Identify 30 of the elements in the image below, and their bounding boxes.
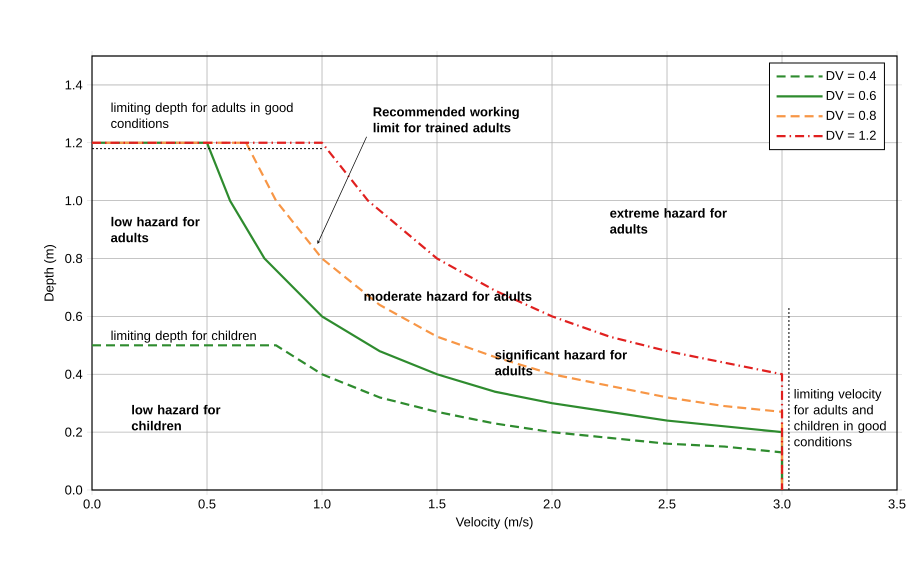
annotation: limiting depth for adults in good conditions bbox=[111, 102, 293, 128]
annotation: low hazard for children bbox=[132, 404, 220, 430]
x-tick-label: 2.0 bbox=[544, 499, 561, 509]
annotation: significant hazard for adults bbox=[495, 350, 627, 376]
legend-label: DV = 0.6 bbox=[826, 90, 876, 100]
x-tick-label: 1.0 bbox=[314, 499, 331, 509]
y-tick-label: 0.8 bbox=[65, 254, 82, 264]
x-tick-label: 0.5 bbox=[198, 499, 216, 509]
x-tick-label: 2.5 bbox=[658, 499, 676, 509]
annotation: limiting velocity for adults and children in good conditions bbox=[794, 388, 886, 446]
annotation: limiting depth for children bbox=[111, 330, 256, 343]
y-tick-label: 0.4 bbox=[65, 370, 82, 379]
legend-label: DV = 1.2 bbox=[826, 130, 876, 140]
y-axis-title: Depth (m) bbox=[44, 245, 56, 301]
x-tick-label: 3.5 bbox=[888, 499, 906, 509]
legend-label: DV = 0.4 bbox=[826, 70, 876, 80]
x-tick-label: 3.0 bbox=[774, 499, 791, 509]
y-tick-label: 0.6 bbox=[65, 312, 82, 321]
y-tick-label: 1.4 bbox=[66, 80, 82, 90]
y-tick-label: 1.2 bbox=[66, 138, 82, 148]
annotation: low hazard for adults bbox=[110, 216, 200, 242]
x-axis-title: Velocity (m/s) bbox=[456, 517, 533, 530]
y-tick-label: 0.0 bbox=[65, 485, 82, 495]
legend-label: DV = 0.8 bbox=[826, 110, 876, 120]
x-tick-label: 0.0 bbox=[84, 499, 101, 509]
y-tick-label: 1.0 bbox=[66, 196, 82, 206]
annotation: extreme hazard for adults bbox=[610, 208, 727, 234]
y-tick-label: 0.2 bbox=[65, 428, 82, 437]
annotation: Recommended working limit for trained adults bbox=[374, 106, 519, 132]
x-tick-label: 1.5 bbox=[428, 499, 446, 508]
